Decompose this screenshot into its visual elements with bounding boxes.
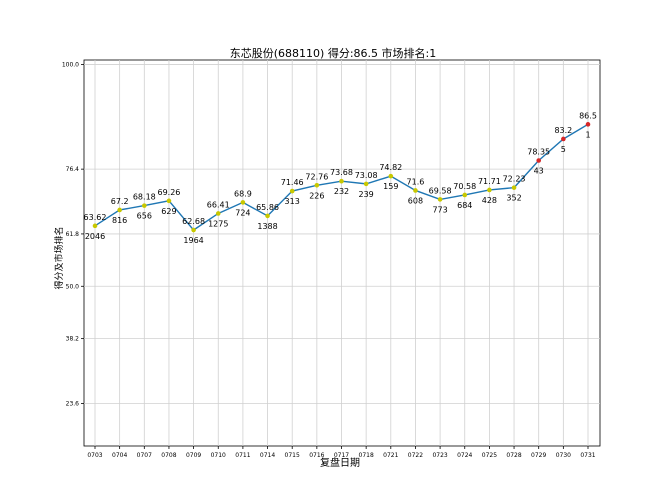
score-label: 68.18 bbox=[133, 193, 156, 202]
rank-label: 816 bbox=[112, 216, 127, 225]
data-point bbox=[265, 213, 270, 219]
x-tick-label: 0724 bbox=[457, 452, 472, 459]
rank-label: 656 bbox=[137, 212, 152, 221]
x-tick-label: 0704 bbox=[112, 452, 127, 459]
data-point bbox=[289, 188, 295, 194]
x-tick-label: 0723 bbox=[432, 452, 447, 459]
x-tick-label: 0721 bbox=[383, 452, 398, 459]
rank-label: 629 bbox=[161, 207, 176, 216]
x-tick-label: 0718 bbox=[359, 452, 374, 459]
y-tick-label: 100.0 bbox=[62, 61, 79, 68]
data-point bbox=[437, 197, 443, 202]
y-tick-label: 61.8 bbox=[66, 231, 80, 238]
score-label: 71.71 bbox=[478, 177, 501, 186]
x-tick-label: 0715 bbox=[285, 452, 300, 459]
plot-frame bbox=[83, 59, 601, 447]
x-tick-label: 0708 bbox=[161, 452, 176, 459]
data-point bbox=[142, 203, 147, 208]
score-label: 68.9 bbox=[234, 189, 252, 198]
score-label: 67.2 bbox=[111, 197, 129, 206]
rank-label: 313 bbox=[285, 197, 300, 206]
score-label: 69.26 bbox=[157, 188, 180, 197]
y-axis-label: 得分及市场排名 bbox=[53, 226, 65, 289]
data-point bbox=[215, 211, 221, 216]
rank-label: 1388 bbox=[257, 222, 277, 231]
data-point bbox=[240, 200, 246, 205]
rank-label: 43 bbox=[534, 166, 544, 175]
rank-label: 684 bbox=[457, 201, 472, 210]
x-tick-label: 0725 bbox=[482, 452, 497, 459]
score-label: 62.68 bbox=[182, 217, 205, 226]
data-point bbox=[462, 192, 468, 198]
rank-label: 608 bbox=[408, 196, 423, 205]
data-point bbox=[487, 187, 492, 193]
chart-title: 东芯股份(688110) 得分:86.5 市场排名:1 bbox=[230, 46, 436, 60]
x-tick-label: 0716 bbox=[309, 452, 324, 459]
x-axis-label: 复盘日期 bbox=[320, 456, 360, 469]
score-label: 71.46 bbox=[281, 178, 304, 187]
x-tick-label: 0730 bbox=[556, 452, 571, 459]
data-point bbox=[339, 178, 344, 184]
data-point bbox=[166, 198, 172, 204]
score-label: 78.35 bbox=[527, 147, 550, 156]
data-point bbox=[388, 173, 394, 179]
x-tick-label: 0707 bbox=[137, 452, 152, 459]
y-tick-label: 23.6 bbox=[66, 400, 80, 407]
score-label: 86.5 bbox=[579, 111, 597, 120]
score-label: 70.58 bbox=[453, 182, 476, 191]
data-point bbox=[363, 181, 369, 187]
data-point bbox=[413, 188, 418, 193]
x-tick-label: 0703 bbox=[87, 452, 102, 459]
rank-label: 5 bbox=[561, 145, 566, 154]
score-label: 63.62 bbox=[84, 213, 107, 222]
score-label: 73.08 bbox=[355, 171, 378, 180]
score-label: 69.58 bbox=[429, 186, 452, 195]
rank-label: 159 bbox=[383, 182, 398, 191]
rank-label: 1 bbox=[585, 130, 590, 139]
rank-label: 232 bbox=[334, 187, 349, 196]
data-point bbox=[314, 182, 320, 188]
rank-label: 1275 bbox=[208, 219, 228, 228]
score-label: 71.6 bbox=[407, 177, 425, 186]
x-tick-label: 0709 bbox=[186, 452, 201, 459]
y-tick-label: 50.0 bbox=[66, 283, 80, 290]
rank-label: 724 bbox=[235, 208, 250, 217]
y-tick-label: 38.2 bbox=[66, 336, 80, 343]
rank-label: 352 bbox=[506, 194, 521, 203]
score-label: 74.82 bbox=[379, 163, 402, 172]
score-label: 65.86 bbox=[256, 203, 279, 212]
rank-label: 226 bbox=[309, 191, 324, 200]
x-tick-label: 0722 bbox=[408, 452, 423, 459]
rank-label: 773 bbox=[432, 205, 447, 214]
x-tick-label: 0710 bbox=[211, 452, 226, 459]
x-tick-label: 0711 bbox=[235, 452, 250, 459]
data-point bbox=[536, 158, 541, 163]
rank-label: 2046 bbox=[85, 232, 105, 241]
x-tick-label: 0731 bbox=[580, 452, 595, 459]
score-label: 72.76 bbox=[305, 172, 328, 181]
y-tick-label: 76.4 bbox=[66, 166, 80, 173]
x-tick-label: 0729 bbox=[531, 452, 546, 459]
data-point bbox=[191, 227, 196, 233]
score-label: 73.68 bbox=[330, 168, 353, 177]
x-tick-label: 0714 bbox=[260, 452, 275, 459]
score-label: 66.41 bbox=[207, 200, 230, 209]
data-point bbox=[511, 185, 517, 190]
data-point bbox=[585, 122, 591, 127]
data-point bbox=[117, 207, 122, 213]
data-point bbox=[561, 136, 566, 142]
rank-label: 1964 bbox=[183, 236, 203, 245]
data-point bbox=[92, 223, 98, 229]
rank-label: 239 bbox=[359, 190, 374, 199]
x-tick-label: 0717 bbox=[334, 452, 349, 459]
x-tick-label: 0728 bbox=[506, 452, 521, 459]
score-label: 83.2 bbox=[554, 126, 572, 135]
rank-label: 428 bbox=[482, 196, 497, 205]
score-label: 72.23 bbox=[503, 175, 526, 184]
